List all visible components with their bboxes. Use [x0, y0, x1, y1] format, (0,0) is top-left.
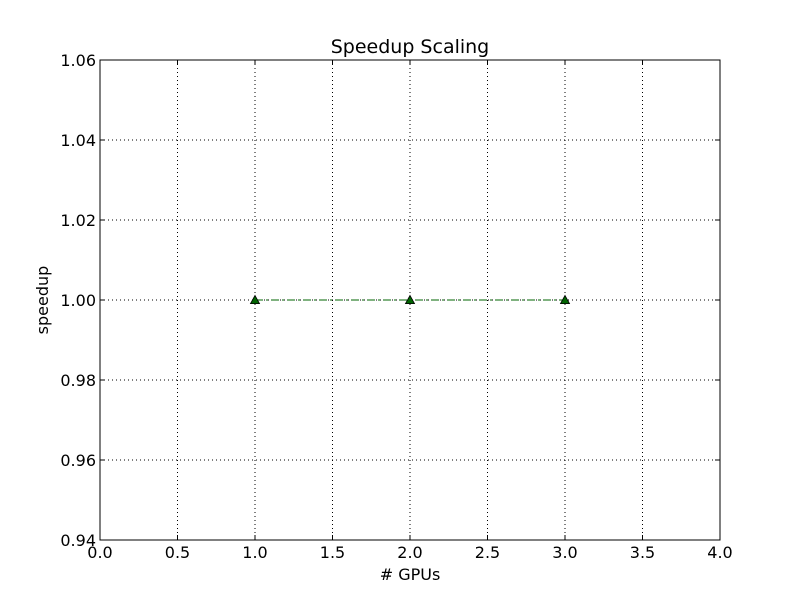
- x-tick-label: 1.0: [242, 543, 267, 562]
- x-tick-label: 3.5: [630, 543, 655, 562]
- plot-frame: [99, 59, 721, 541]
- x-tick-label: 0.0: [87, 543, 112, 562]
- y-tick-label: 1.04: [60, 131, 96, 150]
- data-point-marker: [404, 294, 416, 305]
- y-tick-label: 0.98: [60, 371, 96, 390]
- y-tick-label: 1.02: [60, 211, 96, 230]
- y-tick-label: 1.00: [60, 291, 96, 310]
- y-tick-label: 0.96: [60, 451, 96, 470]
- y-tick-label: 0.94: [60, 531, 96, 550]
- tick-labels: 0.0 0.5 1.0 1.5 2.0 2.5 3.0 3.5 4.0 0.94 0.96 0.98 1…: [60, 51, 732, 562]
- x-tick-label: 4.0: [707, 543, 732, 562]
- series: [249, 294, 571, 305]
- x-tick-label: 2.5: [475, 543, 500, 562]
- x-tick-label: 2.0: [397, 543, 422, 562]
- data-point-marker: [249, 294, 261, 305]
- x-tick-label: 0.5: [165, 543, 190, 562]
- y-axis-label: speedup: [33, 266, 52, 335]
- x-tick-label: 3.0: [552, 543, 577, 562]
- x-axis-label: # GPUs: [380, 565, 441, 584]
- data-point-marker: [559, 294, 571, 305]
- y-tick-label: 1.06: [60, 51, 96, 70]
- chart-title: Speedup Scaling: [331, 36, 490, 58]
- x-tick-label: 1.5: [320, 543, 345, 562]
